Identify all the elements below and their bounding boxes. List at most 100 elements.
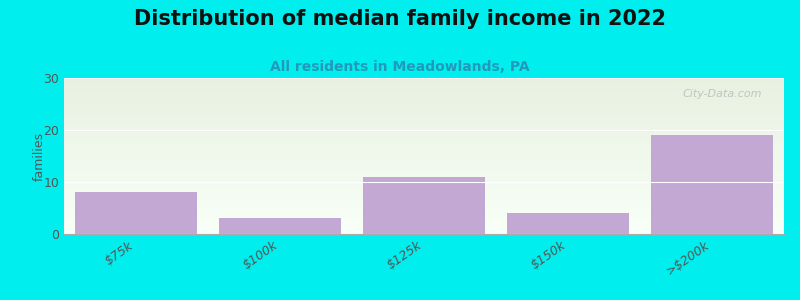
Bar [64,218,784,219]
Bar [64,151,784,152]
Bar [64,159,784,160]
Bar [64,81,784,82]
Bar [64,231,784,232]
Bar [64,220,784,221]
Bar [64,188,784,189]
Bar [64,178,784,179]
Bar [362,177,485,234]
Bar [64,179,784,180]
Bar [64,181,784,182]
Bar [64,154,784,155]
Bar [64,82,784,83]
Bar [64,214,784,215]
Bar [64,99,784,100]
Bar [64,119,784,120]
Bar [64,189,784,190]
Bar [64,89,784,90]
Bar [64,183,784,184]
Bar [64,222,784,223]
Bar [64,194,784,195]
Bar [64,121,784,122]
Bar [64,174,784,175]
Bar [64,135,784,136]
Bar [64,98,784,99]
Bar [64,79,784,80]
Bar [64,171,784,172]
Bar [64,162,784,163]
Bar [64,136,784,137]
Bar [64,152,784,153]
Bar [64,110,784,111]
Bar [64,166,784,167]
Bar [64,229,784,230]
Bar [64,172,784,173]
Bar [64,196,784,197]
Bar [64,219,784,220]
Bar [64,226,784,227]
Bar [64,138,784,139]
Bar [64,198,784,199]
Bar [64,116,784,117]
Bar [64,169,784,170]
Bar [64,206,784,207]
Bar [64,137,784,138]
Bar [64,139,784,140]
Bar [64,132,784,133]
Bar [64,113,784,114]
Bar [64,227,784,228]
Bar [64,161,784,162]
Bar [64,148,784,149]
Bar [64,111,784,112]
Bar [64,157,784,158]
Bar [64,149,784,150]
Bar [64,122,784,123]
Bar [64,123,784,124]
Bar [64,155,784,156]
Bar [64,177,784,178]
Y-axis label: families: families [33,131,46,181]
Bar [64,176,784,177]
Bar [64,185,784,186]
Bar [64,210,784,211]
Bar [64,173,784,174]
Bar [64,207,784,208]
Bar [64,112,784,113]
Bar [64,86,784,87]
Bar [64,145,784,146]
Bar [64,87,784,88]
Bar [64,232,784,233]
Bar [64,141,784,142]
Bar [64,202,784,203]
Bar [64,118,784,119]
Bar [64,200,784,201]
Bar [64,165,784,166]
Bar [64,129,784,130]
Bar [64,164,784,165]
Bar [64,106,784,107]
Bar [64,153,784,154]
Bar [64,131,784,132]
Bar [64,103,784,104]
Bar [64,88,784,89]
Bar [64,184,784,185]
Bar [64,146,784,147]
Bar [64,212,784,213]
Bar [64,205,784,206]
Bar [64,120,784,121]
Bar [64,201,784,202]
Bar [64,211,784,212]
Bar [75,192,197,234]
Bar [64,228,784,229]
Bar [64,193,784,194]
Bar [64,92,784,93]
Bar [64,107,784,108]
Bar [64,204,784,205]
Bar [64,143,784,144]
Bar [64,84,784,85]
Bar [507,213,630,234]
Bar [64,97,784,98]
Bar [64,128,784,129]
Bar [64,127,784,128]
Bar [64,175,784,176]
Bar [64,102,784,103]
